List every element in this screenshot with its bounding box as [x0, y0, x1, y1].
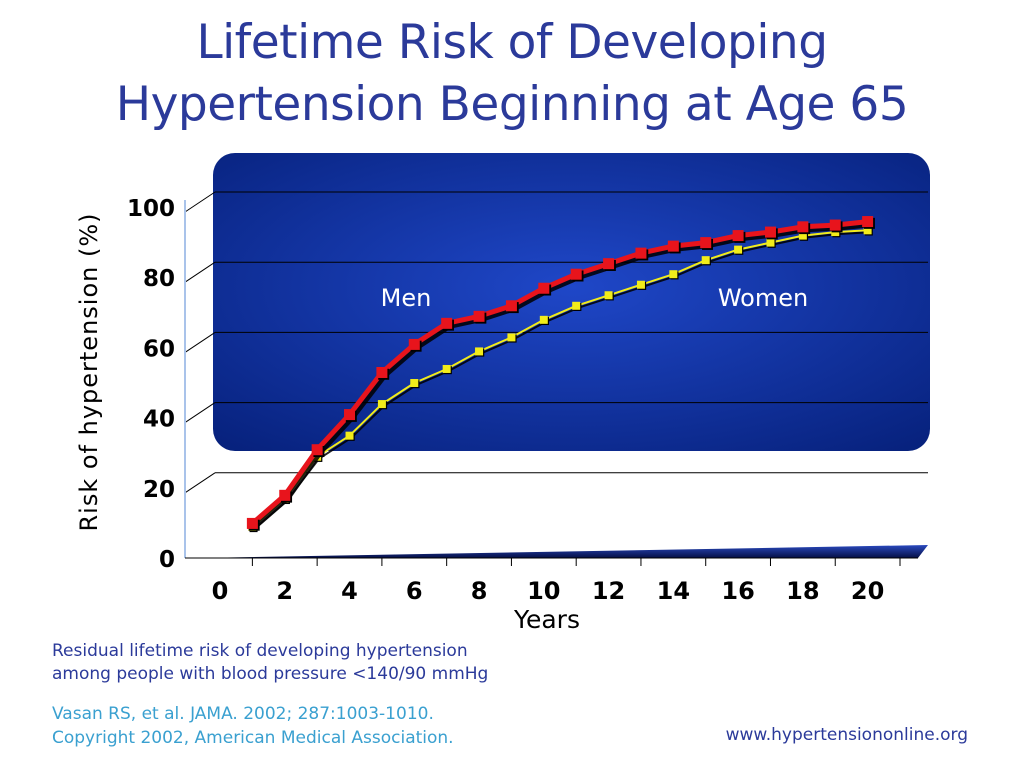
- x-tick-labels: 0 2 4 6 8 10 12 14 16 18 20: [212, 577, 885, 605]
- women-data-point: [345, 431, 354, 440]
- x-tick-label: 0: [212, 577, 229, 605]
- x-tick-label: 4: [341, 577, 358, 605]
- women-data-point: [701, 256, 710, 265]
- y-tick-label: 60: [143, 336, 175, 362]
- y-tick-labels: 0 20 40 60 80 100: [127, 196, 175, 573]
- gridline-diag: [184, 191, 216, 213]
- men-data-point: [764, 226, 776, 238]
- gridlines: [184, 191, 928, 494]
- men-data-point: [570, 268, 582, 280]
- x-tick-label: 8: [471, 577, 488, 605]
- men-data-point: [408, 338, 420, 350]
- chart-background-panel: [213, 153, 930, 451]
- women-data-point: [377, 400, 386, 409]
- gridline-diag: [184, 331, 216, 353]
- x-tick-label: 16: [721, 577, 754, 605]
- women-data-point: [507, 333, 516, 342]
- men-data-point: [635, 247, 647, 259]
- chart-floor: [185, 545, 928, 558]
- women-data-point: [572, 301, 581, 310]
- citation-line-2: Copyright 2002, American Medical Associa…: [52, 728, 454, 748]
- men-data-point: [441, 317, 453, 329]
- women-data-point: [475, 347, 484, 356]
- title-line-2: Hypertension Beginning at Age 65: [115, 77, 909, 132]
- x-tick-label: 18: [786, 577, 819, 605]
- men-data-point: [797, 221, 809, 233]
- citation-line-1: Vasan RS, et al. JAMA. 2002; 287:1003-10…: [52, 704, 434, 724]
- y-tick-label: 80: [143, 266, 175, 292]
- men-series-label: Men: [381, 284, 432, 312]
- women-data-point: [539, 315, 548, 324]
- title-line-1: Lifetime Risk of Developing: [196, 15, 828, 70]
- x-tick-marks: [251, 558, 901, 566]
- x-tick-label: 12: [592, 577, 625, 605]
- men-data-point: [376, 366, 388, 378]
- men-data-point: [311, 444, 323, 456]
- women-data-point: [636, 280, 645, 289]
- women-data-point: [604, 291, 613, 300]
- y-tick-label: 40: [143, 407, 175, 433]
- women-data-point: [669, 270, 678, 279]
- men-data-point: [473, 310, 485, 322]
- men-data-point: [538, 282, 550, 294]
- men-data-point: [279, 489, 291, 501]
- women-data-point: [798, 231, 807, 240]
- y-tick-label: 0: [159, 547, 175, 573]
- website-link[interactable]: www.hypertensiononline.org: [725, 725, 968, 745]
- men-data-point: [505, 300, 517, 312]
- x-tick-label: 2: [276, 577, 293, 605]
- gridline-diag: [184, 261, 216, 283]
- women-series-label: Women: [718, 284, 808, 312]
- men-data-point: [862, 216, 874, 228]
- men-data-point: [732, 230, 744, 242]
- men-data-point: [700, 237, 712, 249]
- women-data-point: [734, 245, 743, 254]
- women-data-point: [410, 379, 419, 388]
- x-tick-label: 6: [406, 577, 423, 605]
- slide-title: Lifetime Risk of Developing Hypertension…: [0, 12, 1024, 136]
- men-data-point: [246, 517, 258, 529]
- footnote: Residual lifetime risk of developing hyp…: [52, 640, 488, 686]
- women-data-point: [766, 238, 775, 247]
- footnote-line-2: among people with blood pressure <140/90…: [52, 664, 489, 684]
- men-data-point: [344, 409, 356, 421]
- y-tick-label: 100: [127, 196, 175, 222]
- x-tick-label: 10: [527, 577, 560, 605]
- gridline-diag: [184, 472, 216, 494]
- women-series-line: [251, 229, 868, 528]
- women-data-point: [863, 226, 872, 235]
- women-data-point: [442, 364, 451, 373]
- gridline-diag: [184, 402, 216, 424]
- y-tick-label: 20: [143, 477, 175, 503]
- footnote-line-1: Residual lifetime risk of developing hyp…: [52, 641, 468, 661]
- x-tick-label: 20: [851, 577, 884, 605]
- x-axis-label: Years: [513, 605, 580, 634]
- citation: Vasan RS, et al. JAMA. 2002; 287:1003-10…: [52, 702, 454, 750]
- men-data-point: [829, 219, 841, 231]
- y-axis-label: Risk of hypertension (%): [75, 212, 103, 531]
- x-tick-label: 14: [657, 577, 690, 605]
- men-data-point: [667, 240, 679, 252]
- series-layer: [246, 216, 875, 533]
- men-data-point: [603, 258, 615, 270]
